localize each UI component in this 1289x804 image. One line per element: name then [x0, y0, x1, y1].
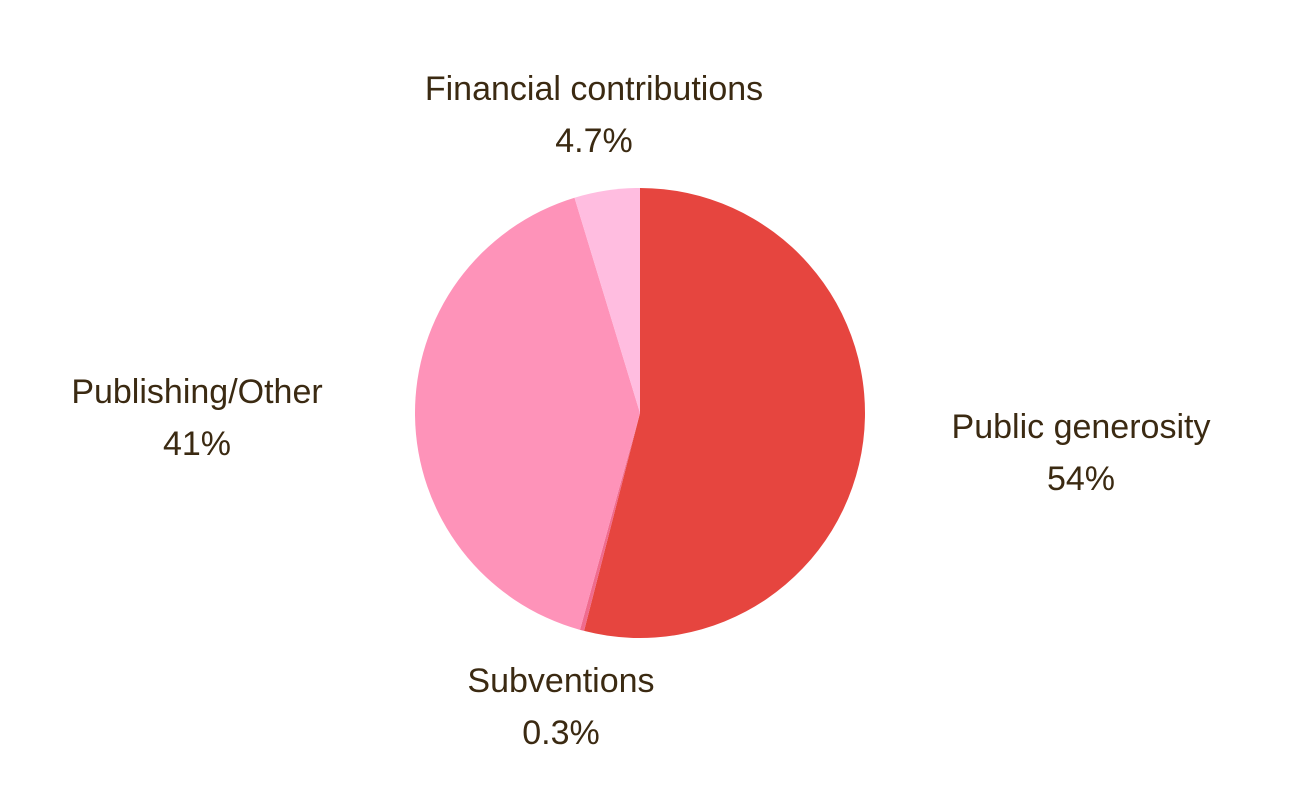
- slice-label-public-generosity: Public generosity: [952, 408, 1211, 446]
- slice-label-subventions: Subventions: [467, 662, 654, 700]
- pie-slice-publishing-other: [414, 197, 640, 630]
- pie-slices: [414, 188, 865, 638]
- slice-value-publishing-other: 41%: [163, 425, 231, 463]
- pie-slice-public-generosity: [584, 188, 865, 638]
- pie-slice-financial-contributions: [574, 188, 640, 413]
- slice-value-public-generosity: 54%: [1047, 460, 1115, 498]
- pie-slice-subventions: [579, 413, 640, 631]
- slice-value-subventions: 0.3%: [522, 714, 600, 752]
- slice-value-financial-contributions: 4.7%: [555, 122, 633, 160]
- slice-label-financial-contributions: Financial contributions: [425, 70, 763, 108]
- slice-label-publishing-other: Publishing/Other: [71, 373, 322, 411]
